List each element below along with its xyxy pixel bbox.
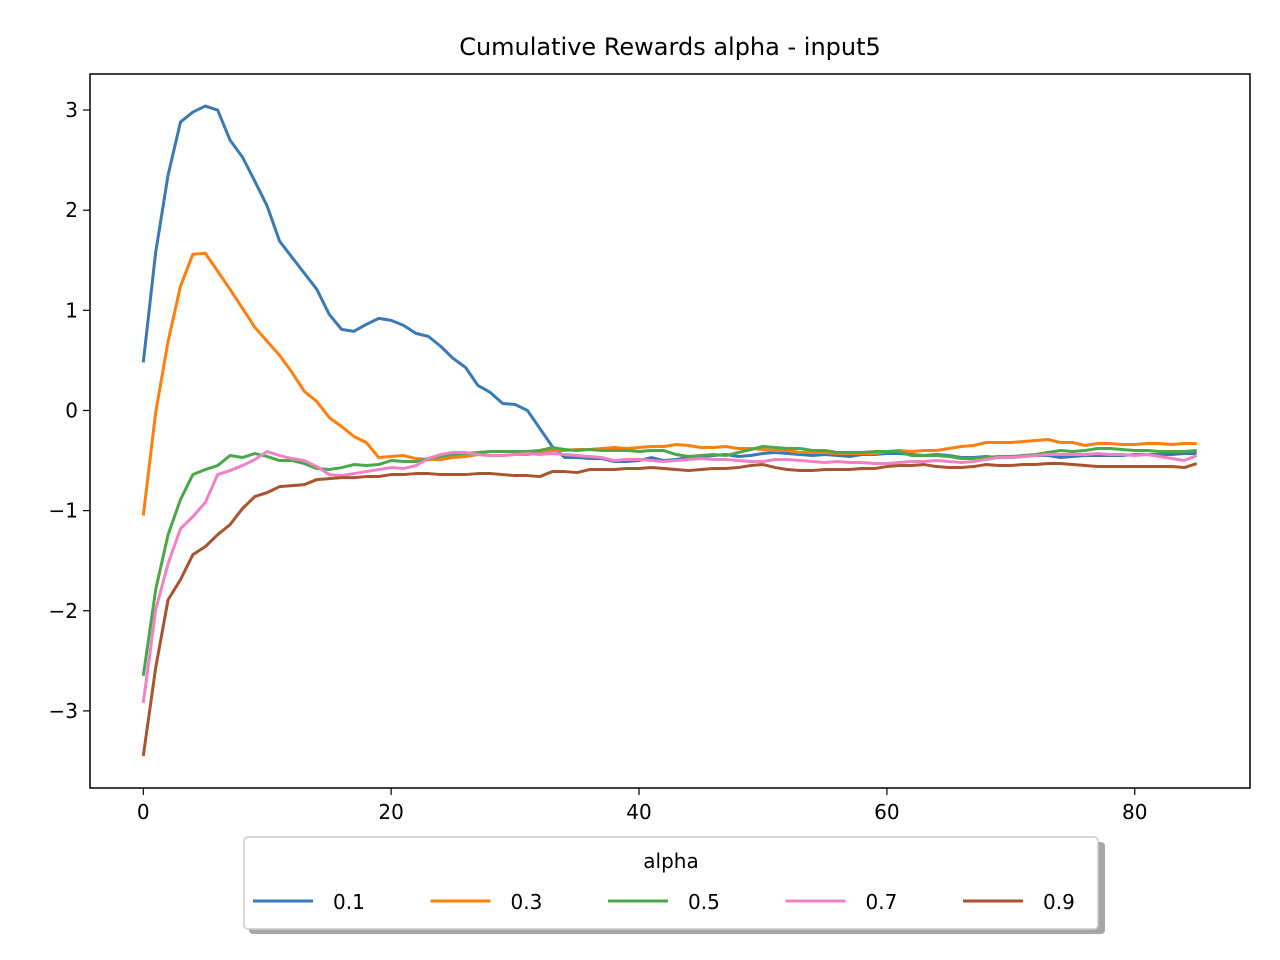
y-tick-label: −1 [49, 499, 78, 523]
series-lines [141, 104, 1198, 757]
legend-title: alpha [643, 849, 698, 873]
x-tick-label: 40 [626, 800, 651, 824]
legend-label-0.9: 0.9 [1043, 890, 1075, 914]
legend-items: 0.1 0.3 0.5 0.7 0.9 [253, 890, 1075, 914]
x-tick-label: 20 [378, 800, 403, 824]
series-line-0.9 [141, 462, 1198, 757]
legend: alpha 0.1 0.3 0.5 0.7 0.9 [243, 836, 1105, 934]
series-line-0.7 [141, 450, 1198, 704]
y-tick-label: 2 [65, 198, 78, 222]
axes-ticks: 0 20 40 60 80 −3 −2 −1 0 1 2 3 [49, 98, 1148, 824]
series-line-0.3 [141, 251, 1197, 516]
legend-box [243, 836, 1099, 930]
plot-frame [89, 73, 1251, 789]
y-tick-label: −3 [49, 699, 78, 723]
y-tick-label: 3 [65, 98, 78, 122]
legend-label-0.1: 0.1 [333, 890, 365, 914]
x-tick-label: 80 [1122, 800, 1147, 824]
series-line-0.5 [141, 445, 1197, 677]
legend-label-0.5: 0.5 [688, 890, 720, 914]
x-tick-label: 0 [137, 800, 150, 824]
y-tick-label: 1 [65, 298, 78, 322]
series-line-0.1 [141, 104, 1197, 464]
y-tick-label: 0 [65, 398, 78, 422]
x-tick-label: 60 [874, 800, 899, 824]
legend-label-0.7: 0.7 [866, 890, 898, 914]
chart-title: Cumulative Rewards alpha - input5 [459, 33, 881, 61]
legend-label-0.3: 0.3 [511, 890, 543, 914]
y-tick-label: −2 [49, 599, 78, 623]
